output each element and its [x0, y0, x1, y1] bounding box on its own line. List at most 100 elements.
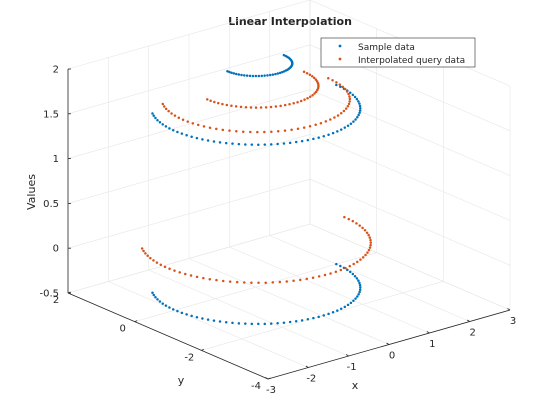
- x-tick-mark: [426, 331, 430, 334]
- data-point-series-0-arc-1: [322, 134, 325, 138]
- data-point-series-0-arc-2: [180, 311, 184, 315]
- data-point-series-1-arc-2: [367, 248, 371, 252]
- data-point-series-1-arc-2: [292, 279, 295, 282]
- data-point-series-1-arc-0: [314, 78, 318, 81]
- y-tick-label: -4: [251, 381, 261, 392]
- data-point-series-1-arc-0: [213, 100, 216, 104]
- x-tick-label: 3: [510, 316, 516, 327]
- data-point-series-1-arc-1: [263, 130, 266, 134]
- data-point-series-0-arc-2: [327, 312, 330, 316]
- data-point-series-0-arc-2: [349, 270, 352, 274]
- y-tick-mark: [267, 377, 271, 380]
- data-point-series-1-arc-2: [271, 281, 275, 284]
- series-layer: [140, 53, 373, 326]
- data-point-series-1-arc-2: [363, 229, 367, 232]
- data-point-series-1-arc-1: [324, 120, 328, 123]
- data-point-series-1-arc-0: [230, 104, 233, 108]
- data-point-series-1-arc-2: [323, 273, 327, 277]
- y-tick-mark: [134, 320, 138, 323]
- data-point-series-0-arc-2: [331, 311, 335, 314]
- data-point-series-1-arc-2: [361, 256, 365, 259]
- gridline-z-side-wall: [309, 178, 511, 266]
- data-point-series-1-arc-0: [279, 104, 282, 108]
- x-tick-mark: [386, 342, 390, 345]
- data-point-series-1-arc-2: [159, 263, 163, 267]
- x-tick-mark: [265, 377, 269, 380]
- data-point-series-1-arc-1: [333, 116, 336, 119]
- data-point-series-0-arc-0: [278, 71, 282, 75]
- y-tick-label: 0: [119, 324, 125, 335]
- data-point-series-0-arc-1: [358, 102, 361, 105]
- data-point-series-0-arc-2: [224, 321, 228, 324]
- data-point-series-1-arc-2: [317, 275, 321, 278]
- data-point-series-0-arc-1: [244, 143, 247, 146]
- data-point-series-1-arc-2: [163, 265, 167, 269]
- data-point-series-0-arc-2: [339, 264, 342, 268]
- data-point-series-1-arc-1: [335, 81, 338, 84]
- data-point-series-1-arc-1: [249, 130, 252, 134]
- data-point-series-0-arc-2: [306, 318, 310, 321]
- data-point-series-1-arc-0: [310, 75, 314, 78]
- data-point-series-0-arc-2: [359, 286, 362, 289]
- data-point-series-1-arc-1: [336, 114, 340, 117]
- data-point-series-1-arc-2: [359, 258, 362, 261]
- data-point-series-0-arc-2: [300, 319, 304, 322]
- data-point-series-0-arc-2: [172, 308, 175, 311]
- data-point-series-1-arc-0: [308, 95, 312, 99]
- data-point-series-1-arc-2: [347, 217, 351, 221]
- data-point-series-1-arc-0: [299, 99, 303, 103]
- data-point-series-0-arc-1: [294, 140, 298, 144]
- data-point-series-1-arc-2: [155, 261, 159, 264]
- y-axis-line: [67, 292, 269, 380]
- gridline-x-floor: [188, 258, 390, 345]
- data-point-series-0-arc-2: [156, 298, 159, 301]
- data-point-series-1-arc-1: [164, 107, 168, 111]
- data-point-series-0-arc-1: [282, 142, 286, 145]
- z-tick-label: 0: [53, 244, 59, 255]
- data-point-series-1-arc-2: [368, 236, 372, 239]
- data-point-series-1-arc-1: [348, 97, 352, 101]
- data-point-series-0-arc-2: [349, 301, 353, 305]
- data-point-series-1-arc-1: [242, 130, 245, 133]
- data-point-series-0-arc-2: [218, 320, 222, 323]
- data-point-series-1-arc-0: [283, 103, 287, 107]
- data-point-series-0-arc-2: [206, 318, 210, 321]
- data-point-series-0-arc-1: [349, 122, 353, 125]
- x-tick-label: -3: [266, 385, 276, 396]
- data-point-series-0-arc-0: [228, 70, 231, 74]
- data-point-series-1-arc-2: [178, 271, 181, 274]
- data-point-series-1-arc-1: [314, 123, 317, 127]
- data-point-series-0-arc-2: [176, 309, 179, 313]
- x-tick-label: -1: [347, 362, 357, 373]
- data-point-series-1-arc-2: [344, 266, 347, 270]
- data-point-series-1-arc-0: [274, 105, 278, 108]
- x-tick-label: 2: [469, 328, 475, 339]
- data-point-series-1-arc-1: [276, 129, 280, 133]
- gridline-y-floor: [134, 252, 377, 322]
- data-point-series-1-arc-0: [244, 106, 248, 109]
- legend-box: [320, 37, 476, 68]
- data-point-series-1-arc-0: [269, 105, 273, 109]
- data-point-series-0-arc-1: [352, 120, 355, 123]
- data-point-series-0-arc-2: [322, 314, 325, 317]
- z-tick-label: -0.5: [39, 289, 59, 300]
- data-point-series-0-arc-0: [237, 73, 241, 76]
- data-point-series-0-arc-1: [358, 109, 362, 112]
- gridline-z-side-wall: [309, 134, 511, 221]
- data-point-series-1-arc-1: [167, 109, 170, 113]
- data-point-series-0-arc-2: [263, 322, 267, 326]
- data-point-series-1-arc-2: [334, 270, 338, 274]
- data-point-series-0-arc-1: [164, 125, 168, 128]
- z-tick-label: 0.5: [43, 199, 59, 210]
- data-point-series-1-arc-2: [311, 276, 315, 279]
- data-point-series-0-arc-2: [346, 303, 350, 307]
- x-tick-mark: [305, 365, 309, 368]
- data-point-series-1-arc-1: [208, 126, 212, 129]
- y-tick-label: -2: [184, 352, 194, 363]
- y-tick-label: 2: [53, 295, 59, 306]
- data-point-series-1-arc-0: [221, 102, 224, 106]
- data-point-series-0-arc-2: [352, 299, 355, 303]
- data-point-series-1-arc-2: [264, 281, 267, 284]
- y-tick-mark: [201, 348, 204, 351]
